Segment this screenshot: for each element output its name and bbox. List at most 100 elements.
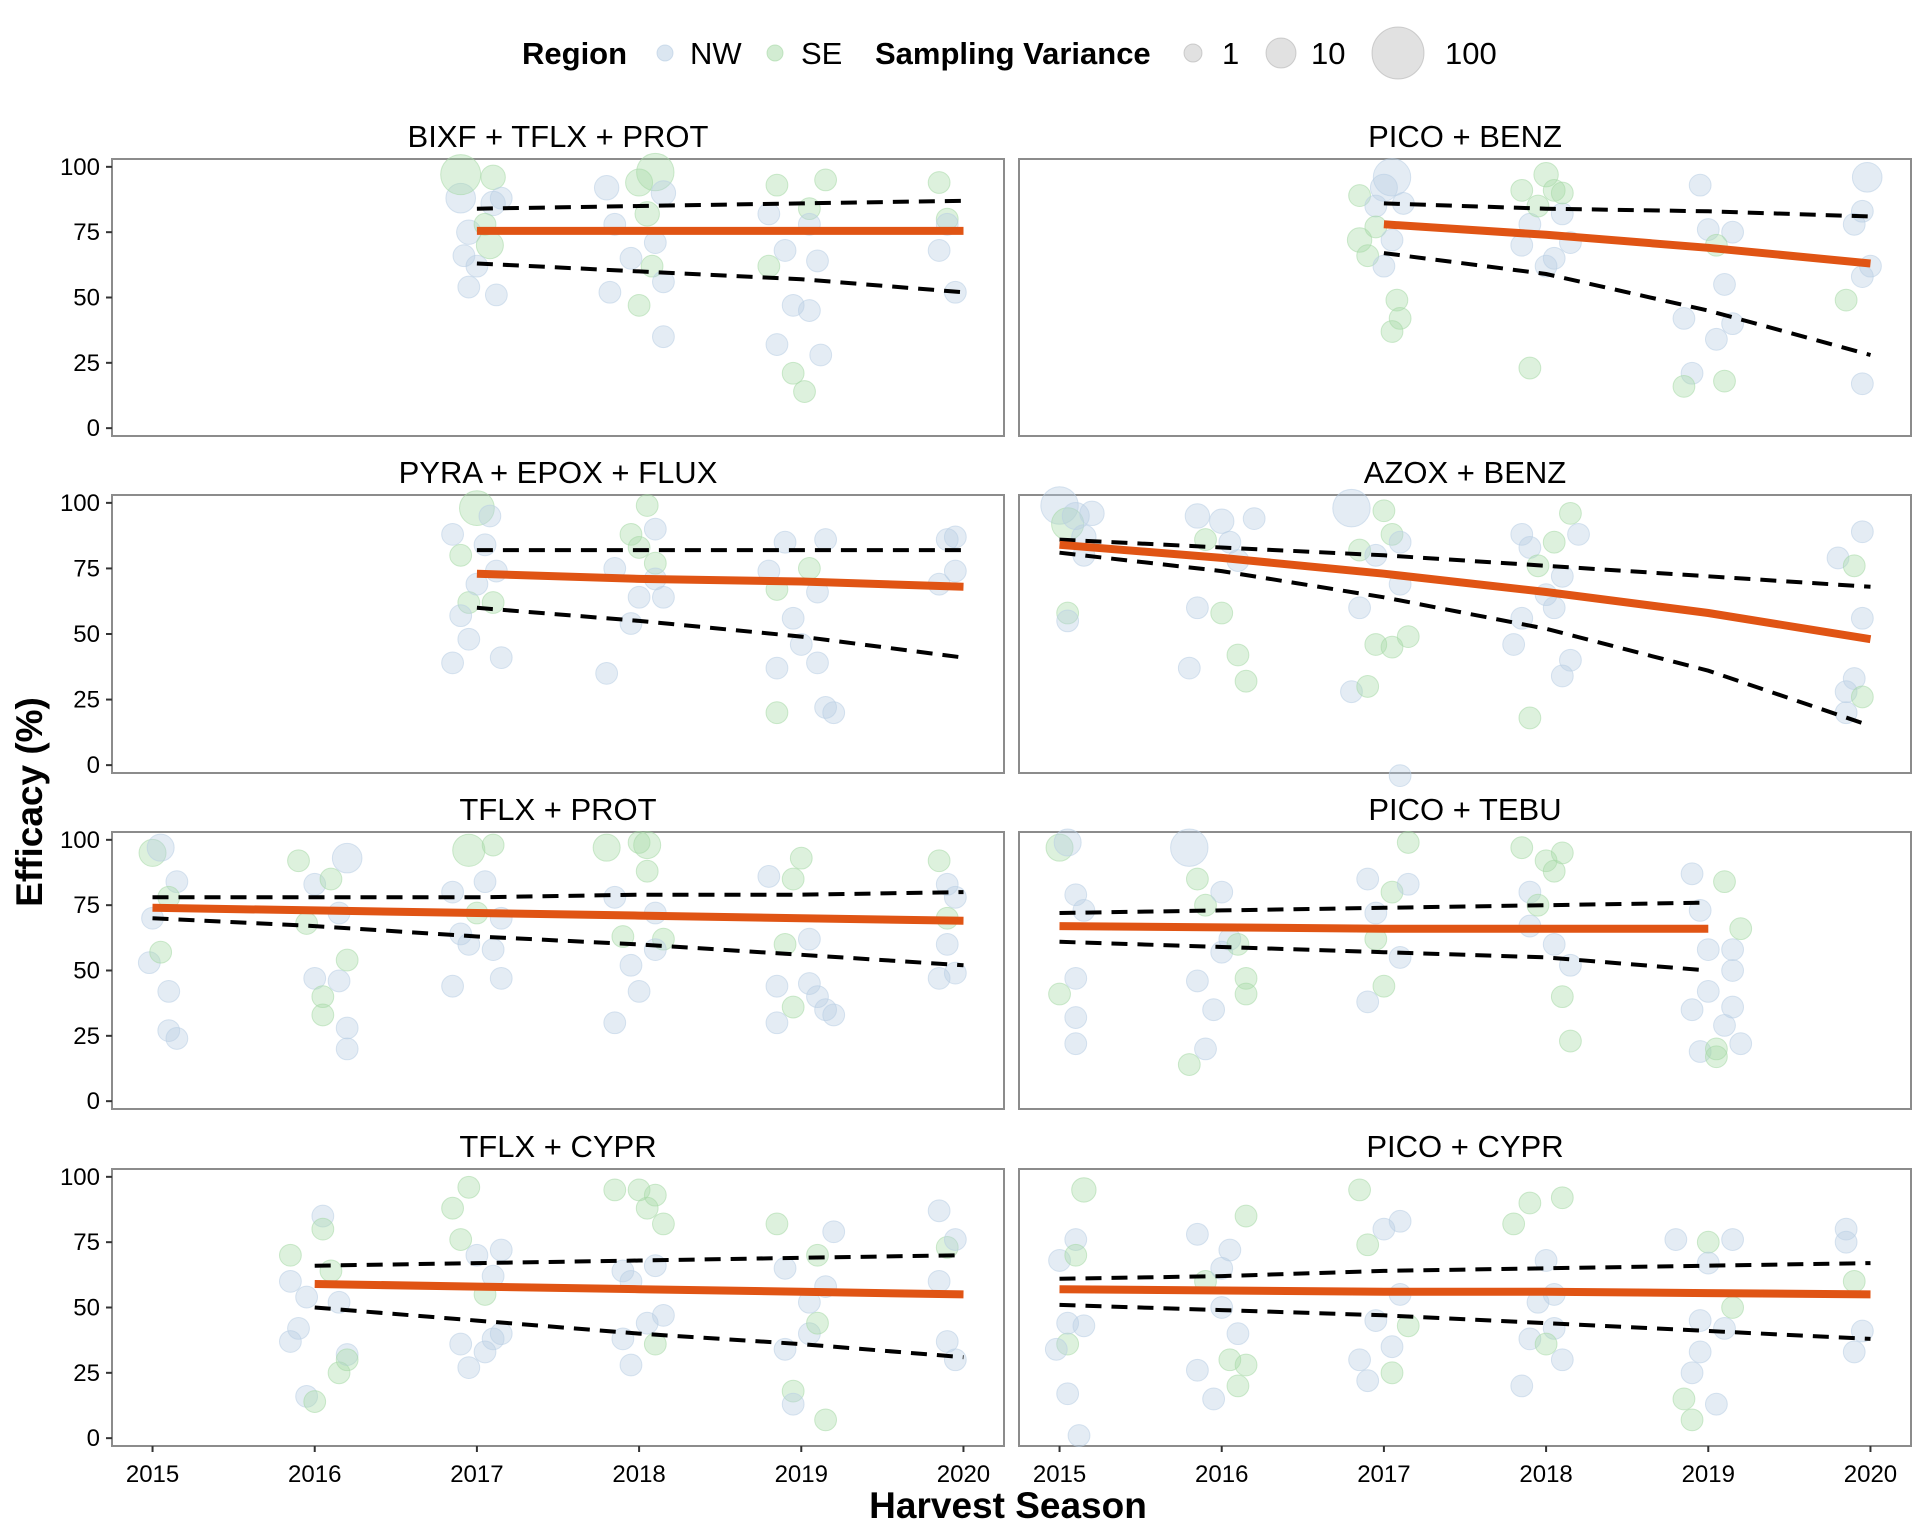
panel-6-point <box>1688 898 1712 922</box>
panel-1-point <box>636 152 675 192</box>
panel-3-point <box>457 627 481 651</box>
panel-3-point <box>473 533 497 557</box>
panel-3-ytick-label: 75 <box>73 555 100 582</box>
panel-6-point <box>1713 870 1736 894</box>
panel-6-point <box>1226 932 1250 956</box>
legend-size-label-1: 1 <box>1222 36 1239 71</box>
panel-7-xtick-label: 2019 <box>775 1461 828 1488</box>
panel-8-point <box>1226 1322 1250 1346</box>
panel-3-point <box>459 490 495 527</box>
panel-8-point <box>1688 1309 1712 1332</box>
panel-2-point <box>1834 288 1858 312</box>
panel-2-point <box>1372 254 1396 278</box>
panel-4-point <box>1234 669 1258 693</box>
panel-4-point <box>1559 501 1582 525</box>
panel-5-point <box>765 1011 789 1035</box>
x-axis-title: Harvest Season <box>869 1485 1147 1526</box>
panel-5-point <box>149 940 173 964</box>
legend-size-label-100: 100 <box>1445 36 1497 71</box>
panel-2-point <box>1542 178 1566 202</box>
panel-5-point <box>331 842 363 874</box>
panel-8-point <box>1056 1382 1080 1406</box>
panel-8-point <box>1672 1387 1696 1411</box>
panel-3-point <box>789 633 813 656</box>
panel-6-point <box>1045 833 1074 862</box>
panel-6-point <box>1680 862 1704 886</box>
panel-8-point <box>1064 1228 1088 1251</box>
panel-1-point <box>765 173 789 197</box>
panel-7-point <box>279 1243 302 1267</box>
panel-6-point <box>1186 867 1209 891</box>
panel-7-point <box>619 1353 643 1377</box>
panel-5-point <box>935 932 959 956</box>
panel-3-ci-lower <box>476 605 964 660</box>
panel-4-point <box>1209 508 1235 534</box>
panel-5-point <box>603 1011 627 1035</box>
panel-3-point <box>943 525 967 549</box>
panel-8-title: PICO + CYPR <box>1366 1129 1563 1164</box>
panel-8-xtick-label: 2015 <box>1033 1461 1086 1488</box>
panel-7-frame <box>111 1168 1005 1447</box>
panel-5-point <box>643 938 667 961</box>
panel-6-point <box>1064 966 1088 990</box>
panel-6-fit-line <box>1059 922 1709 933</box>
panel-5-point <box>146 833 175 862</box>
panel-7-point <box>603 1178 627 1202</box>
panel-8-xtick-label: 2018 <box>1519 1461 1572 1488</box>
panel-2-point <box>1713 273 1736 296</box>
panel-8-xtick-label: 2016 <box>1195 1461 1248 1488</box>
panel-5-frame <box>111 831 1005 1110</box>
panel-6-point <box>1721 938 1744 961</box>
panel-7-ytick-label: 75 <box>73 1229 100 1256</box>
panel-7-point <box>327 1290 351 1314</box>
panel-3-frame <box>111 494 1005 774</box>
panel-6-ci-lower <box>1059 939 1709 973</box>
panel-3-point <box>797 557 821 580</box>
panel-5-point <box>635 859 659 883</box>
panel-1-point <box>593 175 620 201</box>
panel-5-ci-upper <box>152 890 964 900</box>
panel-4-point <box>1186 596 1209 620</box>
panel-7-xtick-label: 2020 <box>937 1461 990 1488</box>
legend-label-nw: NW <box>690 36 742 71</box>
panel-8-point <box>1072 1314 1096 1338</box>
panel-1-point <box>781 361 805 385</box>
panel-1-point <box>797 299 821 322</box>
panel-4-point <box>1502 633 1526 656</box>
panel-2-point <box>1672 374 1696 398</box>
panel-5-point <box>295 912 319 935</box>
panel-8-point <box>1721 1296 1744 1319</box>
panel-2-point <box>1680 361 1704 385</box>
panel-7-point <box>765 1212 789 1236</box>
panel-7-point <box>311 1204 335 1228</box>
panel-6-point <box>1388 946 1412 969</box>
panel-5-point <box>943 961 967 985</box>
panel-8-ci-upper <box>1059 1261 1871 1281</box>
panel-8-point <box>1534 1249 1558 1272</box>
panel-3-point <box>619 522 643 546</box>
panel-6-point <box>1721 959 1744 982</box>
legend-size-key-10 <box>1265 37 1297 69</box>
panel-7-point <box>781 1379 805 1403</box>
panel-8-point <box>1550 1348 1574 1372</box>
panel-6-point <box>1064 1032 1088 1056</box>
panel-7-ytick-label: 0 <box>87 1425 100 1452</box>
panel-3-title: PYRA + EPOX + FLUX <box>399 455 718 490</box>
panel-5-ytick-label: 0 <box>87 1088 100 1115</box>
panel-7-point <box>279 1269 302 1293</box>
panel-5-point <box>457 932 481 956</box>
panel-3-fit-line <box>476 569 964 591</box>
panel-7-ytick-label: 100 <box>60 1164 100 1191</box>
panel-1-frame <box>111 158 1005 437</box>
panel-5-point <box>441 880 464 904</box>
panel-1-ytick-label: 0 <box>87 415 100 442</box>
panel-4-point <box>1177 656 1201 680</box>
panel-8-point <box>1234 1353 1258 1377</box>
panel-4-point <box>1850 685 1874 709</box>
panel-7-point <box>449 1228 473 1251</box>
panel-5-point <box>473 870 497 894</box>
panel-2-point <box>1518 356 1542 380</box>
panel-7-point <box>635 1196 659 1220</box>
panel-8-point <box>1834 1217 1858 1241</box>
panel-4-point <box>1372 499 1396 523</box>
